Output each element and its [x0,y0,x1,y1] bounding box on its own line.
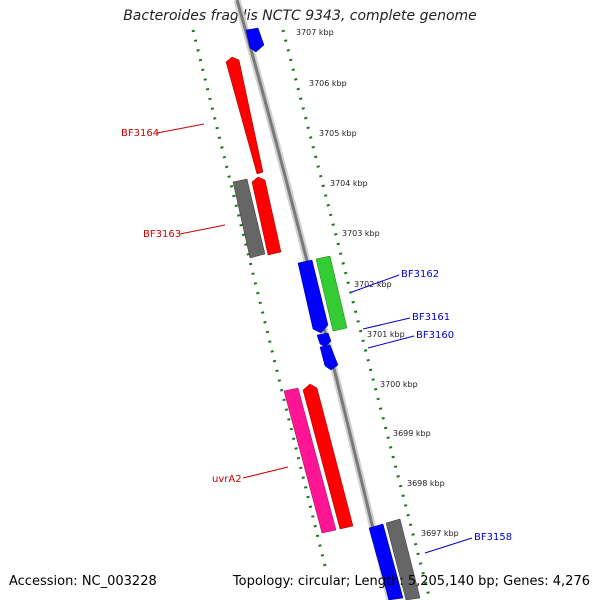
gene-feature-bf3164[interactable] [225,56,264,175]
kbp-tick-label: 3705 kbp [319,129,357,138]
kbp-tick-label: 3707 kbp [296,28,334,37]
kbp-tick-label: 3698 kbp [407,479,445,488]
left-tick-track [191,29,328,571]
gene-labels: BF3164 BF3163 uvrA2 BF3162 BF3161 BF3160… [121,128,512,543]
map-title: Bacteroides fragilis NCTC 9343, complete… [123,8,477,24]
gene-feature-bf3160b[interactable] [319,344,339,371]
kbp-tick-label: 3697 kbp [421,529,459,538]
gene-feature-forward[interactable] [245,27,265,53]
gene-label-bf3163[interactable]: BF3163 [143,229,181,240]
gene-label-bf3162[interactable]: BF3162 [401,269,439,280]
kbp-tick-label: 3699 kbp [393,429,431,438]
gene-label-bf3158[interactable]: BF3158 [474,532,512,543]
gene-feature-bf3162[interactable] [315,255,348,332]
gene-label-bf3161[interactable]: BF3161 [412,312,450,323]
gene-feature-bf3161[interactable] [297,259,329,334]
gene-label-leaders [156,123,473,554]
gene-feature-bf3158-pseudo[interactable] [385,518,421,600]
accession-text: Accession: NC_003228 [9,574,157,589]
gene-feature-uvra2[interactable] [302,383,354,530]
gene-feature-bf3158-forward[interactable] [368,523,404,600]
gene-label-bf3160[interactable]: BF3160 [416,330,454,341]
gene-features [225,27,421,600]
genome-summary-text: Topology: circular; Length: 5,205,140 bp… [232,574,590,589]
gene-feature-bf3160a[interactable] [316,332,332,348]
gene-label-bf3164[interactable]: BF3164 [121,128,159,139]
kbp-tick-label: 3706 kbp [309,79,347,88]
kbp-ruler: 3707 kbp 3706 kbp 3705 kbp 3704 kbp 3703… [296,28,459,538]
gene-feature-uvra2-rna[interactable] [283,387,337,534]
kbp-tick-label: 3700 kbp [380,380,418,389]
kbp-tick-label: 3701 kbp [367,330,405,339]
gene-label-uvra2[interactable]: uvrA2 [212,474,242,485]
gene-feature-pseudo[interactable] [232,178,266,259]
kbp-tick-label: 3703 kbp [342,229,380,238]
right-tick-track [281,29,432,600]
kbp-tick-label: 3704 kbp [330,179,368,188]
gene-feature-bf3163[interactable] [251,176,282,256]
